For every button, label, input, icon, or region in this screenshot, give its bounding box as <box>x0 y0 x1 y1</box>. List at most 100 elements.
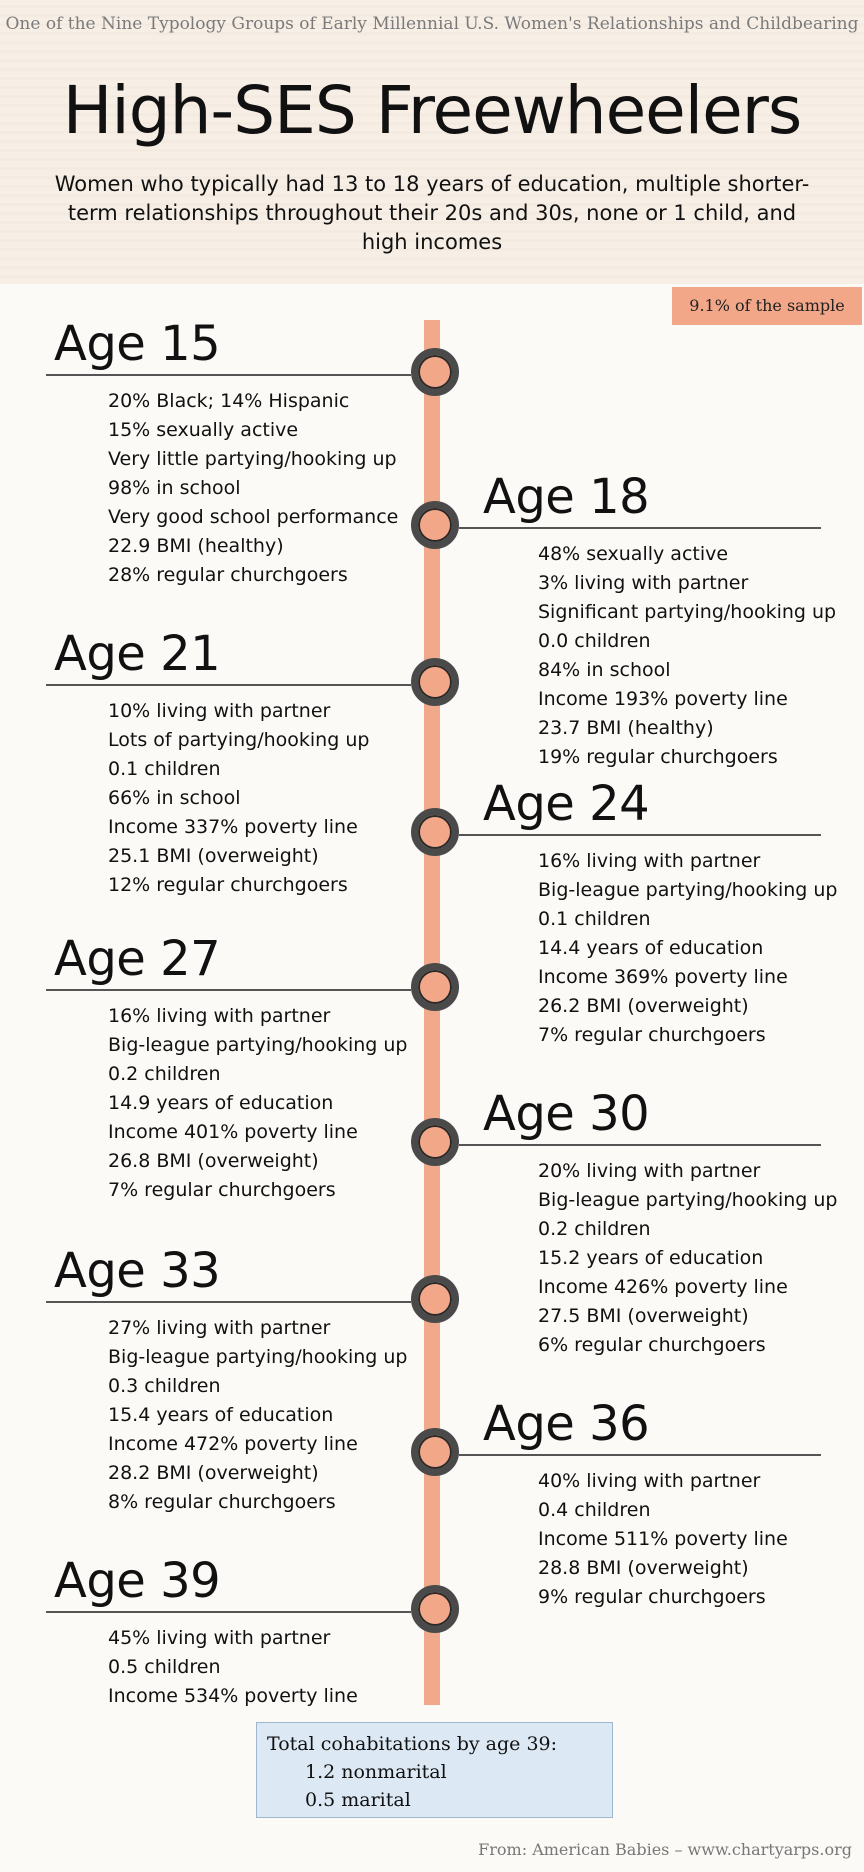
fact-item: 14.9 years of education <box>108 1092 334 1114</box>
timeline-connector <box>459 834 821 836</box>
age-facts-list: 27% living with partner Big-league partyi… <box>108 1314 407 1517</box>
fact-item: 7% regular churchgoers <box>108 1179 336 1201</box>
timeline-node <box>411 1585 459 1633</box>
fact-item: Big-league partying/hooking up <box>108 1034 408 1056</box>
fact-item: 19% regular churchgoers <box>538 746 778 768</box>
fact-item: Big-league partying/hooking up <box>108 1346 408 1368</box>
fact-item: 15.4 years of education <box>108 1404 334 1426</box>
fact-item: Very good school performance <box>108 506 399 528</box>
fact-item: 28.8 BMI (overweight) <box>538 1557 749 1579</box>
age-heading: Age 24 <box>483 776 650 832</box>
fact-item: 16% living with partner <box>538 850 761 872</box>
age-heading: Age 39 <box>54 1553 221 1609</box>
fact-item: 6% regular churchgoers <box>538 1334 766 1356</box>
timeline-connector <box>46 989 411 991</box>
fact-item: Income 369% poverty line <box>538 966 788 988</box>
fact-item: 26.2 BMI (overweight) <box>538 995 749 1017</box>
timeline-node <box>411 963 459 1011</box>
fact-item: 23.7 BMI (healthy) <box>538 717 714 739</box>
page-title: High-SES Freewheelers <box>62 72 803 149</box>
fact-item: 0.5 children <box>108 1656 221 1678</box>
timeline-connector <box>459 1144 821 1146</box>
fact-item: Income 426% poverty line <box>538 1276 788 1298</box>
fact-item: 20% Black; 14% Hispanic <box>108 390 350 412</box>
age-heading: Age 15 <box>54 316 221 372</box>
fact-item: Big-league partying/hooking up <box>538 879 838 901</box>
fact-item: 0.2 children <box>538 1218 651 1240</box>
fact-item: 66% in school <box>108 787 241 809</box>
timeline-node <box>411 1275 459 1323</box>
fact-item: Income 337% poverty line <box>108 816 358 838</box>
timeline-node <box>411 808 459 856</box>
timeline-node <box>411 658 459 706</box>
fact-item: 20% living with partner <box>538 1160 761 1182</box>
header-banner: One of the Nine Typology Groups of Early… <box>0 0 864 284</box>
timeline-node <box>411 1118 459 1166</box>
fact-item: Income 193% poverty line <box>538 688 788 710</box>
fact-item: Income 534% poverty line <box>108 1685 358 1707</box>
fact-item: 0.2 children <box>108 1063 221 1085</box>
timeline-node <box>411 1428 459 1476</box>
age-facts-list: 40% living with partner 0.4 children Incom… <box>538 1467 788 1612</box>
fact-item: 15% sexually active <box>108 419 299 441</box>
fact-item: 8% regular churchgoers <box>108 1491 336 1513</box>
age-heading: Age 21 <box>54 626 221 682</box>
cohabitation-totals-box: Total cohabitations by age 39: 1.2 nonma… <box>256 1722 613 1818</box>
age-facts-list: 48% sexually active 3% living with partne… <box>538 540 836 772</box>
age-facts-list: 16% living with partner Big-league partyi… <box>538 847 837 1050</box>
timeline-connector <box>46 1301 411 1303</box>
age-heading: Age 30 <box>483 1086 650 1142</box>
fact-item: Significant partying/hooking up <box>538 601 837 623</box>
timeline-connector <box>459 527 821 529</box>
age-heading: Age 18 <box>483 469 650 525</box>
fact-item: 48% sexually active <box>538 543 729 565</box>
fact-item: Big-league partying/hooking up <box>538 1189 838 1211</box>
fact-item: 25.1 BMI (overweight) <box>108 845 319 867</box>
fact-item: 0.4 children <box>538 1499 651 1521</box>
fact-item: 15.2 years of education <box>538 1247 764 1269</box>
timeline-connector <box>46 1611 411 1613</box>
age-facts-list: 20% living with partner Big-league partyi… <box>538 1157 837 1360</box>
fact-item: 0.3 children <box>108 1375 221 1397</box>
age-facts-list: 16% living with partner Big-league partyi… <box>108 1002 407 1205</box>
timeline-node <box>411 348 459 396</box>
fact-item: Very little partying/hooking up <box>108 448 397 470</box>
age-facts-list: 20% Black; 14% Hispanic 15% sexually acti… <box>108 387 398 590</box>
fact-item: Lots of partying/hooking up <box>108 729 370 751</box>
fact-item: 10% living with partner <box>108 700 331 722</box>
age-facts-list: 45% living with partner 0.5 children Incom… <box>108 1624 358 1711</box>
age-heading: Age 36 <box>483 1396 650 1452</box>
fact-item: 28.2 BMI (overweight) <box>108 1462 319 1484</box>
fact-item: 16% living with partner <box>108 1005 331 1027</box>
fact-item: 27% living with partner <box>108 1317 331 1339</box>
source-credit: From: American Babies – www.chartyarps.o… <box>478 1840 852 1859</box>
timeline-connector <box>46 684 411 686</box>
sample-share-badge: 9.1% of the sample <box>672 287 862 325</box>
fact-item: 3% living with partner <box>538 572 749 594</box>
age-facts-list: 10% living with partner Lots of partying/… <box>108 697 369 900</box>
totals-marital: 0.5 marital <box>305 1789 411 1811</box>
totals-nonmarital: 1.2 nonmarital <box>305 1761 447 1783</box>
fact-item: 45% living with partner <box>108 1627 331 1649</box>
fact-item: 0.1 children <box>108 758 221 780</box>
totals-title: Total cohabitations by age 39: <box>267 1733 558 1755</box>
fact-item: Income 472% poverty line <box>108 1433 358 1455</box>
fact-item: Income 511% poverty line <box>538 1528 788 1550</box>
fact-item: 7% regular churchgoers <box>538 1024 766 1046</box>
fact-item: 9% regular churchgoers <box>538 1586 766 1608</box>
fact-item: 26.8 BMI (overweight) <box>108 1150 319 1172</box>
timeline-node <box>411 501 459 549</box>
fact-item: 28% regular churchgoers <box>108 564 348 586</box>
timeline-connector <box>46 374 411 376</box>
fact-item: 84% in school <box>538 659 671 681</box>
fact-item: 0.1 children <box>538 908 651 930</box>
fact-item: 14.4 years of education <box>538 937 764 959</box>
age-heading: Age 33 <box>54 1243 221 1299</box>
fact-item: 22.9 BMI (healthy) <box>108 535 284 557</box>
fact-item: Income 401% poverty line <box>108 1121 358 1143</box>
supertitle: One of the Nine Typology Groups of Early… <box>5 14 859 34</box>
fact-item: 12% regular churchgoers <box>108 874 348 896</box>
fact-item: 27.5 BMI (overweight) <box>538 1305 749 1327</box>
page-subtitle: Women who typically had 13 to 18 years o… <box>54 172 810 254</box>
fact-item: 0.0 children <box>538 630 651 652</box>
